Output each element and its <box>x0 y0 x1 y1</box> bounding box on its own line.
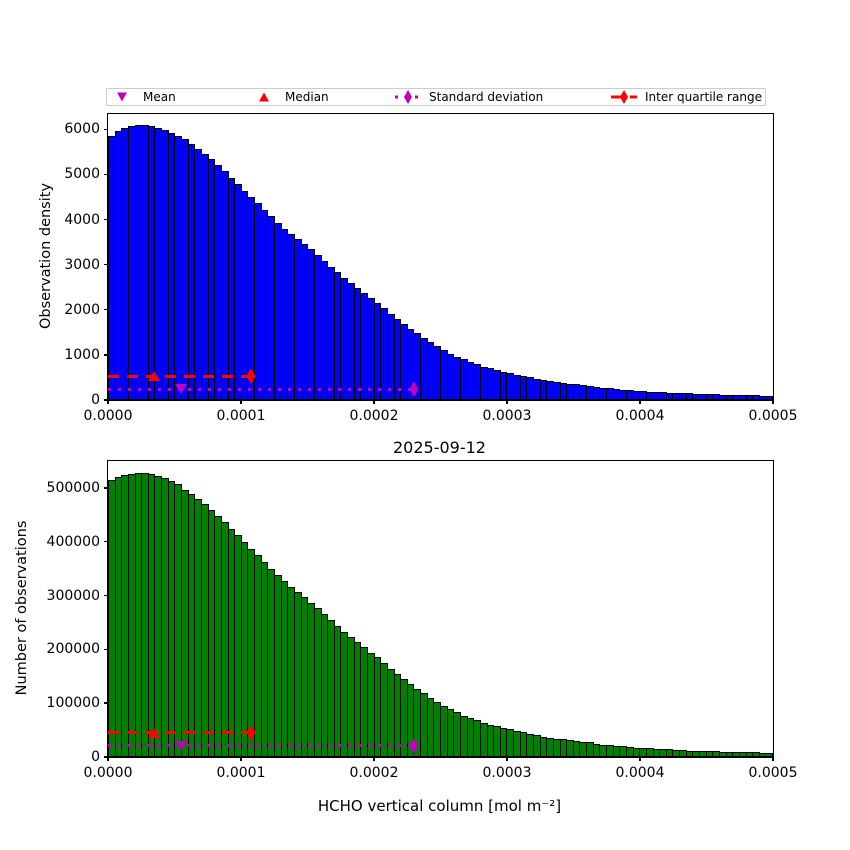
mean-marker <box>175 384 188 395</box>
y-tick-label: 0 <box>91 749 100 765</box>
y-tick-mark <box>104 399 108 401</box>
iqr-diamond-dashed-icon <box>611 89 637 105</box>
histogram-bar <box>765 752 774 757</box>
y-tick-label: 200000 <box>46 641 100 658</box>
x-tick-label: 0.0000 <box>83 408 133 424</box>
std-deviation-line <box>108 744 414 748</box>
y-axis-label-number-of-observations: Number of observations <box>14 520 30 696</box>
y-tick-mark <box>104 594 108 597</box>
y-tick-label: 400000 <box>46 533 100 550</box>
y-tick-mark <box>104 354 108 356</box>
median-marker <box>147 371 160 382</box>
y-tick-mark <box>104 128 108 131</box>
x-tick-mark <box>772 400 774 404</box>
std-deviation-line <box>108 387 414 391</box>
x-tick-label: 0.0003 <box>482 765 532 781</box>
y-tick-label: 4000 <box>64 211 100 228</box>
x-tick-mark <box>373 400 375 404</box>
median-marker <box>147 727 160 738</box>
legend-label-median: Median <box>285 90 329 104</box>
y-tick-label: 100000 <box>46 695 100 712</box>
legend-item-iqr: Inter quartile range <box>611 89 762 105</box>
y-tick-label: 1000 <box>64 346 100 363</box>
legend: Mean Median Standard deviation Inter qua… <box>106 88 766 106</box>
x-tick-mark <box>373 757 375 761</box>
x-tick-label: 0.0005 <box>748 765 798 781</box>
y-tick-mark <box>104 541 108 543</box>
iqr-line <box>108 374 251 378</box>
x-tick-label: 0.0002 <box>349 408 399 424</box>
x-tick-mark <box>107 757 109 761</box>
legend-label-std: Standard deviation <box>429 90 544 104</box>
top-histogram-plot: 0.0000 0.0001 0.0002 0.0003 0.0004 0.0005 0 100… <box>64 113 798 424</box>
y-tick-label: 300000 <box>46 587 100 604</box>
legend-item-mean: Mean <box>109 89 176 105</box>
y-tick-mark <box>104 756 108 758</box>
mean-marker <box>175 740 188 751</box>
mean-triangle-down-icon <box>109 89 135 105</box>
y-tick-label: 3000 <box>64 256 100 273</box>
x-axis-label-hcho-column: HCHO vertical column [mol m⁻²] <box>317 797 562 815</box>
histogram-bars <box>108 114 774 400</box>
x-tick-label: 0.0002 <box>349 765 399 781</box>
legend-label-mean: Mean <box>143 90 176 104</box>
x-tick-label: 0.0001 <box>216 408 266 424</box>
y-tick-label: 0 <box>91 392 100 408</box>
x-tick-mark <box>639 400 641 404</box>
x-tick-mark <box>772 757 774 761</box>
iqr-diamond-marker <box>246 368 256 385</box>
x-tick-label: 0.0005 <box>748 408 798 424</box>
y-tick-mark <box>104 702 108 704</box>
histogram-bars <box>108 461 774 757</box>
y-tick-mark <box>104 263 108 266</box>
legend-item-std: Standard deviation <box>395 89 543 105</box>
y-tick-mark <box>104 218 108 221</box>
x-tick-mark <box>639 757 641 761</box>
legend-label-iqr: Inter quartile range <box>645 90 762 104</box>
plot-title-date: 2025-09-12 <box>393 438 486 457</box>
x-tick-mark <box>506 757 508 761</box>
iqr-line <box>108 731 251 735</box>
x-tick-mark <box>240 400 242 404</box>
x-tick-mark <box>506 400 508 404</box>
y-tick-label: 6000 <box>64 121 100 138</box>
y-tick-mark <box>104 648 108 651</box>
x-tick-label: 0.0003 <box>482 408 532 424</box>
x-tick-label: 0.0001 <box>216 765 266 781</box>
y-tick-mark <box>104 309 108 311</box>
histogram-bar <box>765 395 774 400</box>
x-tick-label: 0.0004 <box>615 765 665 781</box>
x-tick-label: 0.0000 <box>83 765 133 781</box>
std-deviation-diamond-dotted-icon <box>395 89 421 105</box>
y-tick-label: 5000 <box>64 166 100 183</box>
iqr-diamond-marker <box>246 724 256 741</box>
std-deviation-diamond-marker <box>409 381 419 398</box>
y-tick-mark <box>104 173 108 176</box>
bottom-histogram-plot: 0.0000 0.0001 0.0002 0.0003 0.0004 0.0005 0 100… <box>47 460 798 781</box>
y-tick-mark <box>104 487 108 489</box>
y-tick-label: 500000 <box>46 479 100 496</box>
std-deviation-diamond-marker <box>409 737 419 754</box>
x-tick-mark <box>107 400 109 404</box>
median-triangle-up-icon <box>251 89 277 105</box>
x-tick-label: 0.0004 <box>615 408 665 424</box>
y-axis-label-observation-density: Observation density <box>38 182 54 330</box>
y-tick-label: 2000 <box>64 301 100 318</box>
legend-item-median: Median <box>251 89 329 105</box>
x-tick-mark <box>240 757 242 761</box>
